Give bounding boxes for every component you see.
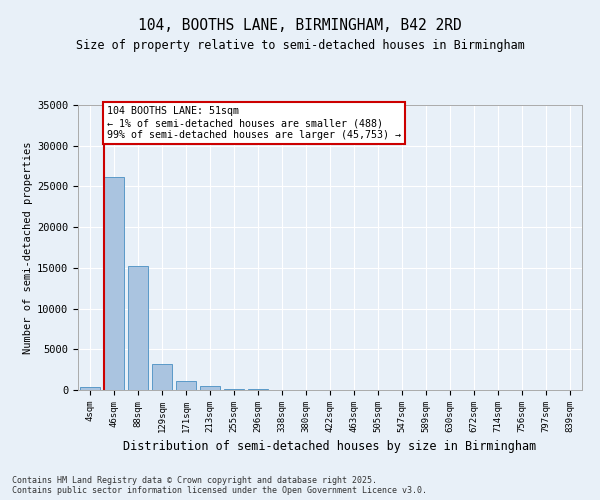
Text: Contains HM Land Registry data © Crown copyright and database right 2025.
Contai: Contains HM Land Registry data © Crown c… xyxy=(12,476,427,495)
Bar xyxy=(152,364,172,390)
Bar xyxy=(176,381,196,390)
Bar xyxy=(224,388,244,390)
Text: 104 BOOTHS LANE: 51sqm
← 1% of semi-detached houses are smaller (488)
99% of sem: 104 BOOTHS LANE: 51sqm ← 1% of semi-deta… xyxy=(107,106,401,140)
Bar xyxy=(128,266,148,390)
Bar xyxy=(80,386,100,390)
X-axis label: Distribution of semi-detached houses by size in Birmingham: Distribution of semi-detached houses by … xyxy=(124,440,536,454)
Text: Size of property relative to semi-detached houses in Birmingham: Size of property relative to semi-detach… xyxy=(76,40,524,52)
Text: 104, BOOTHS LANE, BIRMINGHAM, B42 2RD: 104, BOOTHS LANE, BIRMINGHAM, B42 2RD xyxy=(138,18,462,32)
Y-axis label: Number of semi-detached properties: Number of semi-detached properties xyxy=(23,141,33,354)
Bar xyxy=(104,176,124,390)
Bar xyxy=(200,386,220,390)
